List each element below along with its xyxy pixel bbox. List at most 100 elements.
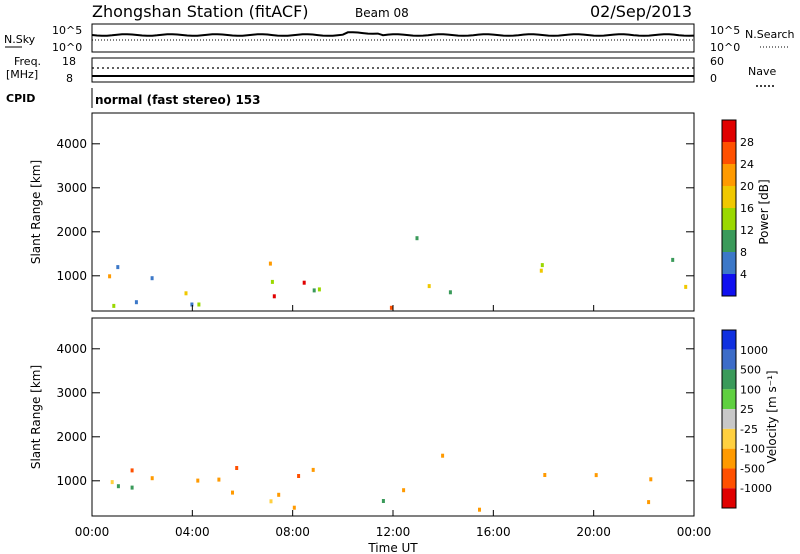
power-colorbar-segment bbox=[722, 274, 736, 296]
freq-unit: [MHz] bbox=[6, 68, 38, 81]
xaxis-label: Time UT bbox=[367, 541, 418, 554]
power-cell bbox=[272, 294, 276, 299]
power-ylabel: Slant Range [km] bbox=[29, 160, 43, 264]
power-yticks: 4000 3000 2000 1000 bbox=[56, 137, 694, 283]
power-colorbar-segment bbox=[722, 208, 736, 230]
velocity-cell bbox=[297, 474, 301, 478]
nave-tick-top: 60 bbox=[710, 55, 724, 68]
power-cell bbox=[302, 280, 306, 285]
xaxis-tick-label: 00:00 bbox=[75, 525, 110, 539]
velocity-colorbar-tick: -25 bbox=[740, 423, 758, 436]
power-colorbar: 28 24 20 16 12 8 4 bbox=[721, 119, 754, 297]
velocity-cell bbox=[116, 484, 120, 489]
velocity-colorbar-segment bbox=[722, 330, 736, 350]
velocity-colorbar-segment bbox=[722, 468, 736, 489]
xaxis-tick-label: 16:00 bbox=[476, 525, 511, 539]
velocity-colorbar-segment bbox=[722, 448, 736, 469]
date-label: 02/Sep/2013 bbox=[590, 2, 692, 21]
power-cell bbox=[197, 302, 201, 307]
power-colorbar-segment bbox=[722, 120, 736, 142]
power-colorbar-tick: 16 bbox=[740, 202, 754, 215]
freq-tick-bottom: 8 bbox=[66, 72, 73, 85]
velocity-colorbar-frame bbox=[721, 329, 737, 509]
noise-tick-left-top: 10^5 bbox=[52, 24, 82, 37]
power-cell bbox=[427, 284, 431, 289]
velocity-cell bbox=[235, 466, 239, 470]
power-cell bbox=[671, 257, 675, 262]
power-cell bbox=[684, 284, 688, 289]
power-colorbar-tick: 4 bbox=[740, 268, 747, 281]
velocity-colorbar-tick: -1000 bbox=[740, 482, 772, 495]
power-colorbar-tick: 20 bbox=[740, 180, 754, 193]
velocity-colorbar-segment bbox=[722, 389, 736, 410]
power-colorbar-tick: 28 bbox=[740, 136, 754, 149]
beam-label: Beam 08 bbox=[355, 6, 409, 20]
xaxis-tick-label: 00:00 bbox=[677, 525, 712, 539]
velocity-colorbar-tick: 100 bbox=[740, 383, 761, 396]
power-cell bbox=[317, 287, 321, 292]
cpid-text: normal (fast stereo) 153 bbox=[95, 93, 261, 107]
cpid-label: CPID bbox=[6, 92, 35, 105]
velocity-ytick-label: 1000 bbox=[56, 474, 87, 488]
power-cell bbox=[190, 302, 194, 307]
xaxis-tick-label: 08:00 bbox=[275, 525, 310, 539]
velocity-cell bbox=[277, 492, 281, 497]
power-cell bbox=[184, 291, 188, 296]
velocity-colorbar-segment bbox=[722, 349, 736, 370]
noise-tick-right-top: 10^5 bbox=[710, 24, 740, 37]
nave-tick-bottom: 0 bbox=[710, 72, 717, 85]
noise-tick-left-bottom: 10^0 bbox=[52, 41, 82, 54]
power-panel: 4000 3000 2000 1000 Slant Range [km] 28 24 20… bbox=[29, 112, 771, 312]
velocity-colorbar-segment bbox=[722, 488, 736, 508]
power-colorbar-segment bbox=[722, 230, 736, 252]
velocity-colorbar-tick: 1000 bbox=[740, 344, 768, 357]
velocity-colorbar-label: Velocity [m s⁻¹] bbox=[765, 370, 779, 463]
velocity-ytick-label: 4000 bbox=[56, 342, 87, 356]
velocity-cell bbox=[196, 478, 200, 483]
power-cell bbox=[268, 261, 272, 266]
xaxis-tick-label: 12:00 bbox=[376, 525, 411, 539]
velocity-ytick-label: 2000 bbox=[56, 430, 87, 444]
velocity-ylabel: Slant Range [km] bbox=[29, 365, 43, 469]
power-ytick-label: 3000 bbox=[56, 181, 87, 195]
velocity-cell bbox=[402, 488, 406, 493]
velocity-colorbar: 1000 500 100 25 -25 -100 -500 -1000 bbox=[721, 329, 772, 509]
noise-right-label: N.Search bbox=[745, 28, 795, 41]
velocity-cell bbox=[269, 499, 273, 504]
power-cell bbox=[448, 290, 452, 295]
power-cell bbox=[540, 263, 544, 268]
noise-left-label: N.Sky bbox=[4, 33, 36, 46]
velocity-colorbar-tick: 500 bbox=[740, 364, 761, 377]
nave-label: Nave bbox=[748, 65, 776, 78]
power-colorbar-label: Power [dB] bbox=[757, 179, 771, 244]
velocity-colorbar-segment bbox=[722, 369, 736, 390]
power-colorbar-segment bbox=[722, 252, 736, 274]
velocity-cell bbox=[649, 477, 653, 482]
power-ytick-label: 4000 bbox=[56, 137, 87, 151]
power-cell bbox=[312, 288, 316, 293]
power-colorbar-tick: 12 bbox=[740, 224, 754, 237]
noise-panel: N.Sky 10^5 10^0 10^5 10^0 N.Search bbox=[4, 23, 795, 54]
velocity-cell bbox=[647, 500, 651, 505]
power-cell bbox=[539, 268, 543, 273]
time-axis: 00:00 04:00 08:00 12:00 16:00 20:00 00:00 bbox=[75, 305, 712, 539]
velocity-ytick-label: 3000 bbox=[56, 386, 87, 400]
power-colorbar-frame bbox=[721, 119, 737, 297]
xaxis-tick-label: 04:00 bbox=[175, 525, 210, 539]
freq-label: Freq. bbox=[14, 55, 41, 68]
velocity-cell bbox=[478, 507, 481, 512]
plot-title: Zhongshan Station (fitACF) bbox=[92, 2, 309, 21]
velocity-colorbar-tick: -100 bbox=[740, 443, 765, 456]
velocity-colorbar-tick: 25 bbox=[740, 403, 754, 416]
power-cell bbox=[112, 303, 116, 308]
velocity-cell bbox=[130, 468, 134, 473]
velocity-cell bbox=[441, 453, 445, 458]
velocity-cell bbox=[150, 476, 154, 481]
velocity-cell bbox=[217, 477, 221, 482]
power-colorbar-segment bbox=[722, 164, 736, 186]
velocity-yticks: 4000 3000 2000 1000 bbox=[56, 342, 694, 488]
freq-tick-top: 18 bbox=[62, 55, 76, 68]
power-cells bbox=[108, 236, 688, 310]
velocity-cell bbox=[110, 480, 114, 485]
frequency-panel: Freq. [MHz] 18 8 60 0 Nave bbox=[6, 55, 776, 87]
